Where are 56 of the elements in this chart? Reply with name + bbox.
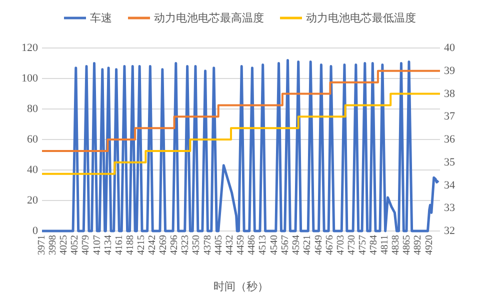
y-tick-label: 40 xyxy=(27,164,38,176)
x-tick-label: 4920 xyxy=(424,235,435,255)
y-tick-label: 100 xyxy=(22,72,38,84)
x-tick-label: 4730 xyxy=(346,235,358,255)
x-tick-label: 4134 xyxy=(103,235,114,255)
x-tick-label: 4784 xyxy=(368,235,380,255)
x-axis-title: 时间（秒） xyxy=(214,280,268,293)
x-tick-label: 4621 xyxy=(302,235,313,255)
x-tick-label: 4865 xyxy=(401,235,412,255)
legend-label: 动力电池电芯最低温度 xyxy=(306,12,416,24)
x-tick-label: 4350 xyxy=(191,235,202,255)
x-tick-label: 4567 xyxy=(280,235,291,255)
x-tick-label: 4594 xyxy=(290,235,302,255)
x-tick-label: 4188 xyxy=(125,235,136,255)
x-tick-label: 4486 xyxy=(246,235,258,255)
x-tick-label: 4296 xyxy=(169,235,180,255)
x-tick-label: 4432 xyxy=(224,235,236,255)
y-tick-label: 0 xyxy=(32,225,38,237)
x-tick-label: 4107 xyxy=(92,235,104,255)
x-tick-label: 4513 xyxy=(258,235,269,255)
y-tick-label: 120 xyxy=(22,42,38,54)
y2-tick-label: 38 xyxy=(444,88,456,100)
x-tick-label: 3998 xyxy=(48,235,59,255)
y2-tick-label: 36 xyxy=(444,134,456,146)
x-tick-label: 4242 xyxy=(147,235,158,255)
x-tick-label: 4459 xyxy=(236,235,247,255)
y2-tick-label: 39 xyxy=(444,64,456,77)
x-tick-label: 4269 xyxy=(158,235,170,255)
x-tick-label: 4676 xyxy=(324,235,336,255)
legend-label: 车速 xyxy=(90,12,112,24)
x-tick-label: 4323 xyxy=(180,235,192,255)
y2-tick-label: 40 xyxy=(444,42,456,54)
x-tick-label: 4540 xyxy=(268,235,280,255)
x-tick-label: 4215 xyxy=(136,235,148,255)
x-tick-label: 4838 xyxy=(390,235,402,255)
y2-tick-label: 32 xyxy=(444,225,455,237)
y-tick-label: 60 xyxy=(27,134,38,146)
y2-tick-label: 33 xyxy=(444,202,456,214)
x-tick-label: 4892 xyxy=(412,235,424,255)
x-tick-label: 3971 xyxy=(36,235,48,255)
y2-tick-label: 34 xyxy=(444,179,456,192)
y-tick-label: 20 xyxy=(27,194,38,206)
x-tick-label: 4757 xyxy=(357,235,368,255)
y-tick-label: 80 xyxy=(27,103,38,115)
x-tick-label: 4811 xyxy=(379,235,390,255)
x-tick-label: 4079 xyxy=(80,235,92,255)
y2-tick-label: 35 xyxy=(444,156,456,168)
x-tick-label: 4052 xyxy=(70,235,81,255)
x-tick-label: 4378 xyxy=(202,235,214,255)
x-tick-label: 4161 xyxy=(114,235,126,255)
x-tick-label: 4703 xyxy=(335,235,346,255)
x-tick-label: 4649 xyxy=(313,235,324,255)
x-tick-label: 4405 xyxy=(214,235,225,255)
y2-tick-label: 37 xyxy=(444,110,456,123)
x-tick-label: 4025 xyxy=(58,235,70,255)
legend-label: 动力电池电芯最高温度 xyxy=(154,12,264,24)
